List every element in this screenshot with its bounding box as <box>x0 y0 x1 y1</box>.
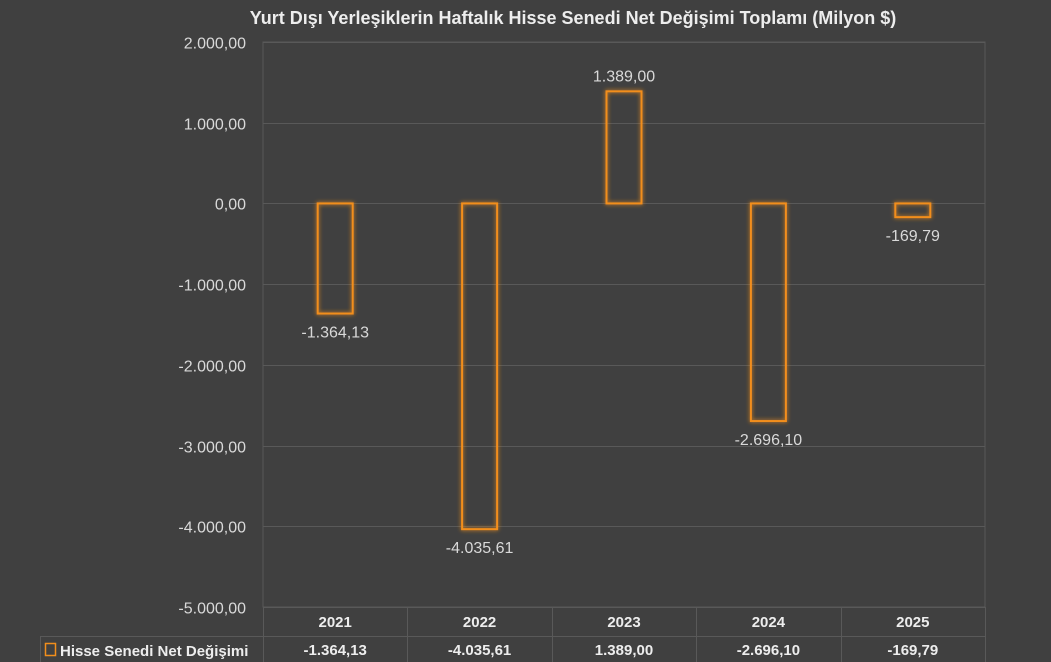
bar-2024 <box>749 202 787 423</box>
x-category-label: 2023 <box>607 614 640 631</box>
y-tick-label: 1.000,00 <box>184 117 246 134</box>
table-cell-2025: -169,79 <box>887 642 938 659</box>
y-axis-tick-labels: 2.000,00 1.000,00 0,00 -1.000,00 -2.000,00 -3… <box>178 36 246 618</box>
plot-area <box>262 41 986 608</box>
legend-series-name: Hisse Senedi Net Değişimi <box>60 643 248 660</box>
data-label-2022: -4.035,61 <box>446 540 514 557</box>
x-category-label: 2025 <box>896 614 929 631</box>
bar-2021 <box>316 202 354 315</box>
x-category-label: 2022 <box>463 614 496 631</box>
x-category-label: 2021 <box>319 614 352 631</box>
y-tick-label: -3.000,00 <box>178 440 246 457</box>
gridlines <box>262 41 986 608</box>
data-labels: -1.364,13 -4.035,61 1.389,00 -2.696,10 -169,… <box>301 68 940 557</box>
bars <box>316 90 932 531</box>
bar-2022 <box>461 202 499 531</box>
data-label-2023: 1.389,00 <box>593 68 655 85</box>
y-tick-label: -1.000,00 <box>178 278 246 295</box>
legend-key <box>44 642 57 657</box>
table-cell-2023: 1.389,00 <box>595 642 653 659</box>
table-cell-2021: -1.364,13 <box>304 642 367 659</box>
data-label-2021: -1.364,13 <box>301 325 369 342</box>
data-table: 2021 -1.364,13 2022 -4.035,61 2023 1.389,00 20… <box>40 607 986 662</box>
data-label-2025: -169,79 <box>886 228 940 245</box>
y-tick-label: 2.000,00 <box>184 36 246 53</box>
x-category-label: 2024 <box>752 614 786 631</box>
y-tick-label: -5.000,00 <box>178 601 246 618</box>
y-tick-label: 0,00 <box>215 197 246 214</box>
table-cell-2024: -2.696,10 <box>737 642 800 659</box>
data-label-2024: -2.696,10 <box>735 432 803 449</box>
y-tick-label: -4.000,00 <box>178 520 246 537</box>
bar-2025 <box>894 202 932 219</box>
chart-title: Yurt Dışı Yerleşiklerin Haftalık Hisse S… <box>250 8 897 28</box>
y-tick-label: -2.000,00 <box>178 359 246 376</box>
table-cell-2022: -4.035,61 <box>448 642 511 659</box>
bar-2023 <box>605 90 643 205</box>
